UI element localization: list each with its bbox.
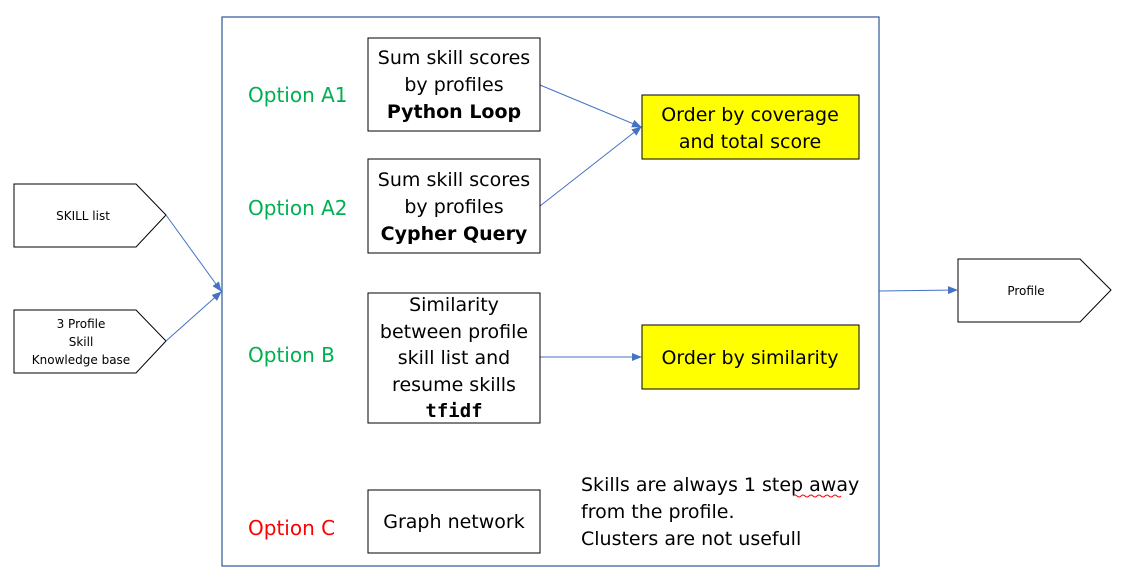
option-b-line-1: Similarity [409, 294, 499, 316]
option-b-label: Option B [248, 343, 335, 367]
option-a1-line-2: by profiles [404, 74, 503, 96]
option-a1-label: Option A1 [248, 83, 348, 107]
note-line-1: Skills are always 1 step away [581, 474, 859, 496]
option-b-line-2: between profile [380, 321, 528, 343]
spellcheck-underline [792, 494, 842, 498]
option-c-text: Graph network [383, 511, 524, 533]
option-a2-label: Option A2 [248, 196, 348, 220]
arrow-skill-to-frame [165, 214, 222, 292]
option-c-label: Option C [248, 516, 335, 540]
main-frame [221, 16, 880, 567]
option-b-box: Similarity between profile skill list an… [367, 292, 541, 424]
skill-list-input: SKILL list [13, 183, 167, 248]
option-b-line-3: skill list and [398, 347, 510, 369]
option-a2-line-1: Sum skill scores [378, 169, 530, 191]
option-c-note: Skills are always 1 step away from the p… [581, 474, 859, 550]
arrow-a2-to-coverage [539, 126, 642, 207]
option-a1-box: Sum skill scores by profiles Python Loop [367, 37, 541, 132]
coverage-line-1: Order by coverage [661, 104, 839, 126]
note-line-3: Clusters are not usefull [581, 528, 801, 550]
profile-output-label: Profile [1007, 284, 1044, 298]
option-b-line-4: resume skills [392, 374, 516, 396]
profile-kb-line-1: 3 Profile [57, 317, 106, 331]
skill-list-label: SKILL list [56, 209, 110, 223]
profile-kb-line-3: Knowledge base [32, 353, 130, 367]
option-a1-method: Python Loop [387, 101, 521, 123]
order-by-coverage-box: Order by coverage and total score [641, 94, 860, 160]
arrow-frame-to-profile [878, 286, 958, 295]
profile-kb-line-2: Skill [69, 335, 94, 349]
option-a2-box: Sum skill scores by profiles Cypher Quer… [367, 158, 541, 254]
option-c-box: Graph network [367, 489, 541, 554]
option-a2-line-2: by profiles [404, 196, 503, 218]
option-a2-method: Cypher Query [381, 223, 528, 245]
profile-kb-input: 3 Profile Skill Knowledge base [13, 309, 167, 374]
note-line-2: from the profile. [581, 501, 735, 523]
profile-output: Profile [957, 258, 1112, 323]
option-b-method: tfidf [425, 400, 482, 422]
order-by-similarity-box: Order by similarity [641, 324, 860, 390]
similarity-text: Order by similarity [661, 347, 838, 369]
coverage-line-2: and total score [679, 131, 821, 153]
arrow-a1-to-coverage [539, 84, 642, 128]
option-a1-line-1: Sum skill scores [378, 47, 530, 69]
arrow-kb-to-frame [165, 291, 222, 342]
